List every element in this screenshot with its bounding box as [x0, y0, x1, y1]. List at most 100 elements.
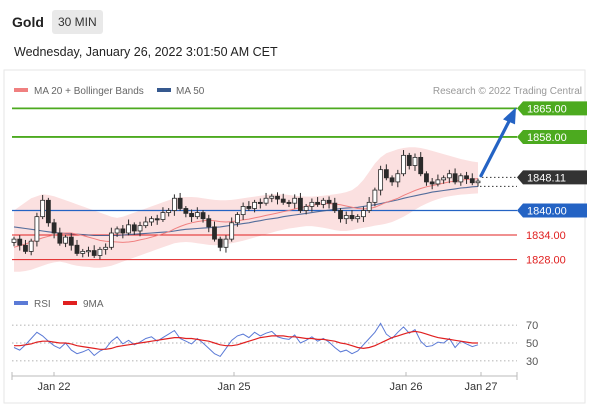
x-axis: Jan 22 Jan 25 Jan 26 Jan 27 [11, 372, 518, 393]
candle-body [166, 210, 172, 213]
candle-body [355, 216, 361, 220]
candle-body [366, 201, 372, 211]
arrow-head [503, 107, 516, 125]
price-legend: MA 20 + Bollinger Bands MA 50 Research © 2… [14, 86, 582, 97]
candle-body [469, 178, 475, 184]
candle-body [395, 173, 401, 183]
candle-body [298, 197, 303, 211]
candle-body [406, 154, 412, 166]
candle-body [114, 228, 120, 234]
candle-body [257, 201, 263, 204]
timestamp: Wednesday, January 26, 2022 3:01:50 AM C… [14, 45, 278, 59]
candle-body [149, 218, 154, 223]
candle-body [303, 206, 309, 211]
candle-body [160, 212, 166, 220]
candle-body [246, 206, 252, 209]
candle-body [292, 197, 298, 204]
candle-body [464, 175, 469, 180]
candle-body [171, 197, 177, 211]
rsi-9ma-line [14, 330, 478, 350]
candle-body [11, 238, 17, 243]
candle-body [326, 199, 332, 204]
bollinger-band-area [14, 147, 478, 272]
candle-body [332, 202, 338, 211]
candle-body [240, 206, 246, 216]
candle-body [320, 199, 326, 205]
legend-swatch-ma20 [14, 88, 28, 92]
legend-swatch-ma50 [157, 88, 171, 92]
candle-body [446, 173, 452, 179]
rsi-tick-50: 50 [526, 338, 538, 350]
candle-body [412, 156, 418, 166]
level-tag-text-1865.00: 1865.00 [527, 103, 567, 115]
candle-body [383, 169, 389, 179]
candle-body [80, 250, 86, 254]
timeframe-button[interactable]: 30 MIN [52, 10, 103, 34]
candle-body [86, 250, 91, 253]
candle-body [154, 218, 160, 221]
candle-body [189, 212, 194, 218]
candle-body [183, 208, 189, 214]
candle-body [389, 177, 395, 183]
x-tick-label: Jan 25 [217, 381, 250, 393]
legend-label-ma50: MA 50 [176, 86, 205, 97]
candle-body [338, 210, 343, 220]
legend-label-ma20: MA 20 + Bollinger Bands [34, 86, 144, 97]
candle-body [40, 199, 46, 218]
candle-body [263, 197, 269, 204]
candle-body [194, 212, 200, 218]
rsi-tick-70: 70 [526, 320, 538, 332]
copyright-text: Research © 2022 Trading Central [433, 86, 582, 97]
rsi-panel: RSI 9MA 70 50 30 [12, 299, 538, 368]
candle-body [252, 201, 257, 209]
candle-body [343, 215, 349, 220]
legend-swatch-rsi [14, 301, 28, 305]
candle-body [309, 201, 315, 207]
current-price-tag [517, 170, 587, 185]
current-price-text: 1848.11 [527, 172, 566, 184]
candle-body [143, 221, 149, 227]
candle-body [63, 236, 68, 244]
candle-body [177, 197, 183, 209]
candle-body [200, 212, 206, 220]
candle-body [441, 177, 447, 181]
candle-body [435, 179, 441, 185]
header: Gold 30 MIN [0, 0, 589, 40]
target-arrow [479, 107, 516, 178]
candle-body [217, 238, 223, 248]
level-tag-text-1840.00: 1840.00 [527, 206, 567, 218]
candles [11, 150, 481, 260]
candle-body [286, 201, 292, 204]
candle-body [34, 216, 40, 242]
candle-body [275, 195, 280, 200]
candle-body [418, 156, 424, 175]
candle-body [97, 248, 103, 256]
candle-body [315, 201, 321, 205]
moving-averages [13, 178, 479, 248]
x-tick-label: Jan 26 [389, 381, 422, 393]
candle-body [108, 232, 114, 248]
candle-body [23, 244, 28, 252]
ma50-line [13, 185, 479, 237]
bollinger-bands [14, 147, 478, 272]
level-tag-1840.00 [517, 203, 587, 218]
level-labels: 1865.00 1858.00 1840.00 1834.00 1828.00 1848.… [517, 101, 587, 267]
candle-body [424, 173, 429, 183]
candle-body [229, 222, 235, 240]
candle-body [458, 175, 464, 183]
candle-body [68, 236, 74, 246]
chart-border [3, 69, 586, 404]
candle-body [57, 232, 63, 244]
candle-body [206, 218, 212, 228]
candle-body [378, 169, 384, 191]
candle-body [103, 246, 109, 250]
candle-body [429, 181, 435, 185]
candle-body [361, 210, 366, 218]
candle-body [28, 240, 34, 252]
candle-body [280, 198, 286, 203]
arrow-shaft [479, 117, 512, 178]
candle-body [17, 238, 23, 246]
candle-body [269, 195, 275, 199]
candle-body [131, 224, 137, 232]
